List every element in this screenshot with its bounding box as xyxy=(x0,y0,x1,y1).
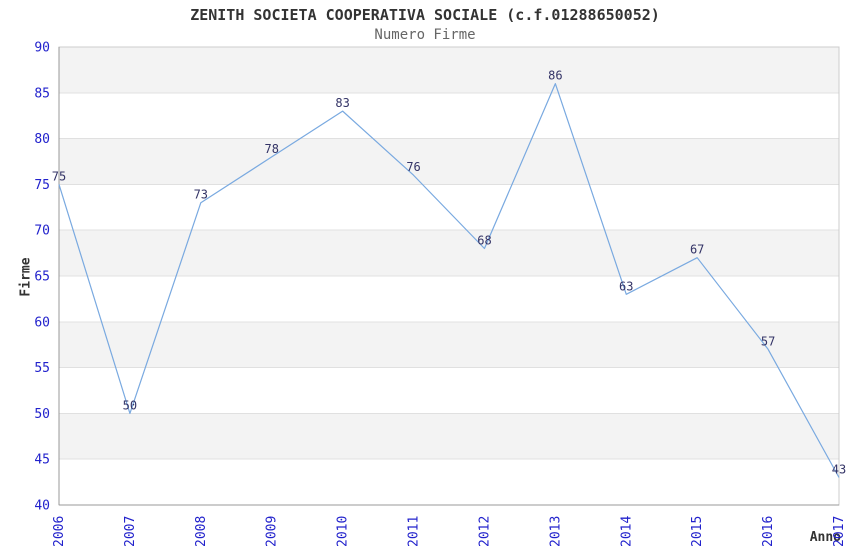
x-tick-label: 2007 xyxy=(123,516,138,547)
plot-band xyxy=(59,230,839,276)
x-tick-label: 2008 xyxy=(194,516,209,547)
chart-title: ZENITH SOCIETA COOPERATIVA SOCIALE (c.f.… xyxy=(190,6,660,24)
data-point-label: 63 xyxy=(619,279,633,293)
data-point-label: 83 xyxy=(335,96,349,110)
y-tick-label: 90 xyxy=(34,41,50,56)
y-tick-label: 60 xyxy=(34,315,50,330)
data-point-label: 76 xyxy=(406,160,420,174)
data-point-label: 86 xyxy=(548,69,562,83)
y-tick-label: 75 xyxy=(34,178,50,193)
x-tick-label: 2006 xyxy=(52,516,67,547)
plot-band xyxy=(59,138,839,185)
data-point-label: 73 xyxy=(194,188,208,202)
x-tick-label: 2017 xyxy=(832,516,847,547)
x-tick-label: 2016 xyxy=(761,516,776,547)
plot-band xyxy=(59,47,839,93)
x-tick-label: 2011 xyxy=(407,516,422,547)
x-tick-label: 2013 xyxy=(548,516,563,547)
chart-subtitle: Numero Firme xyxy=(374,27,476,43)
x-tick-label: 2014 xyxy=(619,516,634,547)
y-tick-label: 70 xyxy=(34,224,50,239)
data-point-label: 75 xyxy=(52,169,66,183)
y-tick-label: 65 xyxy=(34,270,50,285)
data-line-numero-firme xyxy=(58,83,840,478)
data-point-label: 68 xyxy=(477,234,491,248)
data-point-label: 67 xyxy=(690,243,704,257)
data-point-label: 78 xyxy=(265,142,279,156)
y-tick-label: 85 xyxy=(34,86,50,101)
y-tick-label: 80 xyxy=(34,132,50,147)
x-axis-title: Anno xyxy=(809,530,841,545)
y-tick-label: 50 xyxy=(34,407,50,422)
plot-band xyxy=(59,413,839,460)
x-tick-label: 2010 xyxy=(336,516,351,547)
y-tick-label: 55 xyxy=(34,361,50,376)
x-tick-label: 2009 xyxy=(265,516,280,547)
data-point-label: 50 xyxy=(123,398,137,412)
plot-band xyxy=(59,321,839,368)
y-tick-label: 40 xyxy=(34,499,50,514)
y-tick-label: 45 xyxy=(34,453,50,468)
data-point-label: 43 xyxy=(832,463,846,477)
x-tick-label: 2012 xyxy=(477,516,492,547)
x-tick-label: 2015 xyxy=(690,516,705,547)
data-point-label: 57 xyxy=(761,334,775,348)
